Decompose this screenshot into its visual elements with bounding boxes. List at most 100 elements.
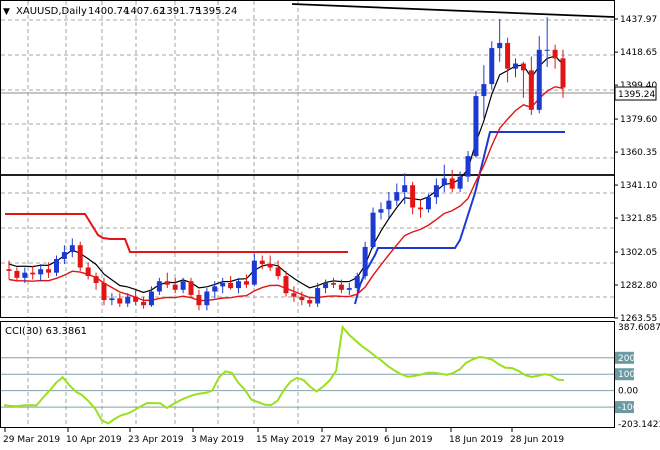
date-axis-label: 18 Jun 2019 [449,435,503,445]
date-axis-label: 15 May 2019 [256,435,315,445]
candle-body [6,269,12,271]
cci-axis-label: -100 [618,403,639,413]
candle-body [418,207,424,210]
candle-body [299,296,305,301]
date-axis: 29 Mar 2019 10 Apr 2019 23 Apr 2019 3 May 2… [3,428,564,445]
price-axis-label: 1360.35 [620,148,657,158]
price-axis: 1437.97 1418.65 1399.40 1379.60 1360.35 1341.… [614,15,657,324]
candlestick-series [6,17,566,311]
lower-channel-line [354,131,565,305]
price-axis-label: 1341.10 [620,181,657,191]
candle-body [148,291,154,306]
candle-body [513,63,519,69]
candle-body [85,267,91,277]
cci-series-line [3,324,565,425]
date-axis-label: 29 Mar 2019 [3,435,60,445]
current-price-label: 1395.24 [618,90,655,100]
candle-body [283,276,289,294]
candle-body [489,48,495,85]
candle-body [212,286,218,292]
candle-body [236,281,242,289]
candle-body [180,281,186,290]
candle-body [30,272,36,275]
candle-body [141,301,147,306]
candle-body [77,245,83,268]
candle-body [425,197,431,210]
candle-body [164,281,170,285]
header-open: 1400.74 [88,6,129,17]
price-axis-label: 1321.85 [620,214,657,224]
price-axis-label: 1263.55 [620,314,657,324]
cci-axis: 387.6087 200 100 0.00 -100 -203.1423 [615,323,660,430]
candle-body [346,288,352,290]
cci-axis-label: 100 [618,370,635,380]
candle-body [275,267,281,277]
price-grid [1,1,614,317]
date-axis-label: 3 May 2019 [191,435,244,445]
candle-body [204,291,210,306]
candle-body [307,300,313,304]
cci-axis-label: 387.6087 [618,323,660,333]
cci-level-badge [615,368,634,381]
candle-body [46,269,52,273]
candle-body [441,178,447,186]
price-panel-frame [0,0,615,318]
cci-level-lines [1,357,614,408]
cci-panel-label: CCI(30) 63.3861 [5,326,87,337]
candle-body [196,294,202,306]
candle-body [61,252,67,259]
candle-body [133,296,139,302]
candle-body [117,298,123,304]
candle-body [243,281,249,285]
upper-channel-line [5,213,348,253]
date-axis-label: 23 Apr 2019 [128,435,184,445]
candle-body [251,260,257,285]
candle-body [394,192,400,201]
candle-body [228,282,234,289]
price-axis-label: 1302.05 [620,248,657,258]
candle-body [354,276,360,289]
header-symbol: XAUUSD,Daily [16,6,87,17]
price-axis-label: 1437.97 [620,15,657,25]
price-axis-label: 1418.65 [620,48,657,58]
cci-axis-label: 0.00 [618,387,638,397]
candle-body [465,156,471,177]
candle-body [378,209,384,213]
candle-body [433,185,439,198]
candle-body [14,270,20,278]
candle-body [544,49,550,51]
candle-body [38,269,44,275]
price-axis-label: 1282.80 [620,281,657,291]
candle-body [386,200,392,210]
candle-body [528,70,534,110]
date-axis-label: 28 Jun 2019 [510,435,564,445]
candle-body [330,282,336,285]
candle-body [259,260,265,265]
header-low: 1391.75 [160,6,201,17]
candle-body [473,96,479,157]
candle-body [188,281,194,295]
cci-axis-label: -203.1423 [618,420,660,430]
chart-header: ▼ XAUUSD,Daily 1400.74 1407.62 1391.75 1… [3,6,237,17]
candle-body [505,42,511,69]
candle-body [449,178,455,189]
candle-body [370,212,376,247]
candle-body [172,284,178,290]
collapse-triangle-icon: ▼ [3,7,10,17]
candle-body [93,276,99,283]
candle-body [101,282,107,301]
candle-body [457,176,463,189]
candle-body [560,58,566,88]
candle-body [481,84,487,97]
header-close: 1395.24 [196,6,237,17]
price-axis-label: 1379.60 [620,115,657,125]
candle-body [338,284,344,290]
candle-body [291,293,297,297]
cci-level-badge [615,401,634,414]
candle-body [520,63,526,71]
candle-body [323,282,329,289]
candle-body [362,246,368,277]
candle-body [53,258,59,273]
candle-body [109,298,115,301]
candle-body [69,245,75,253]
